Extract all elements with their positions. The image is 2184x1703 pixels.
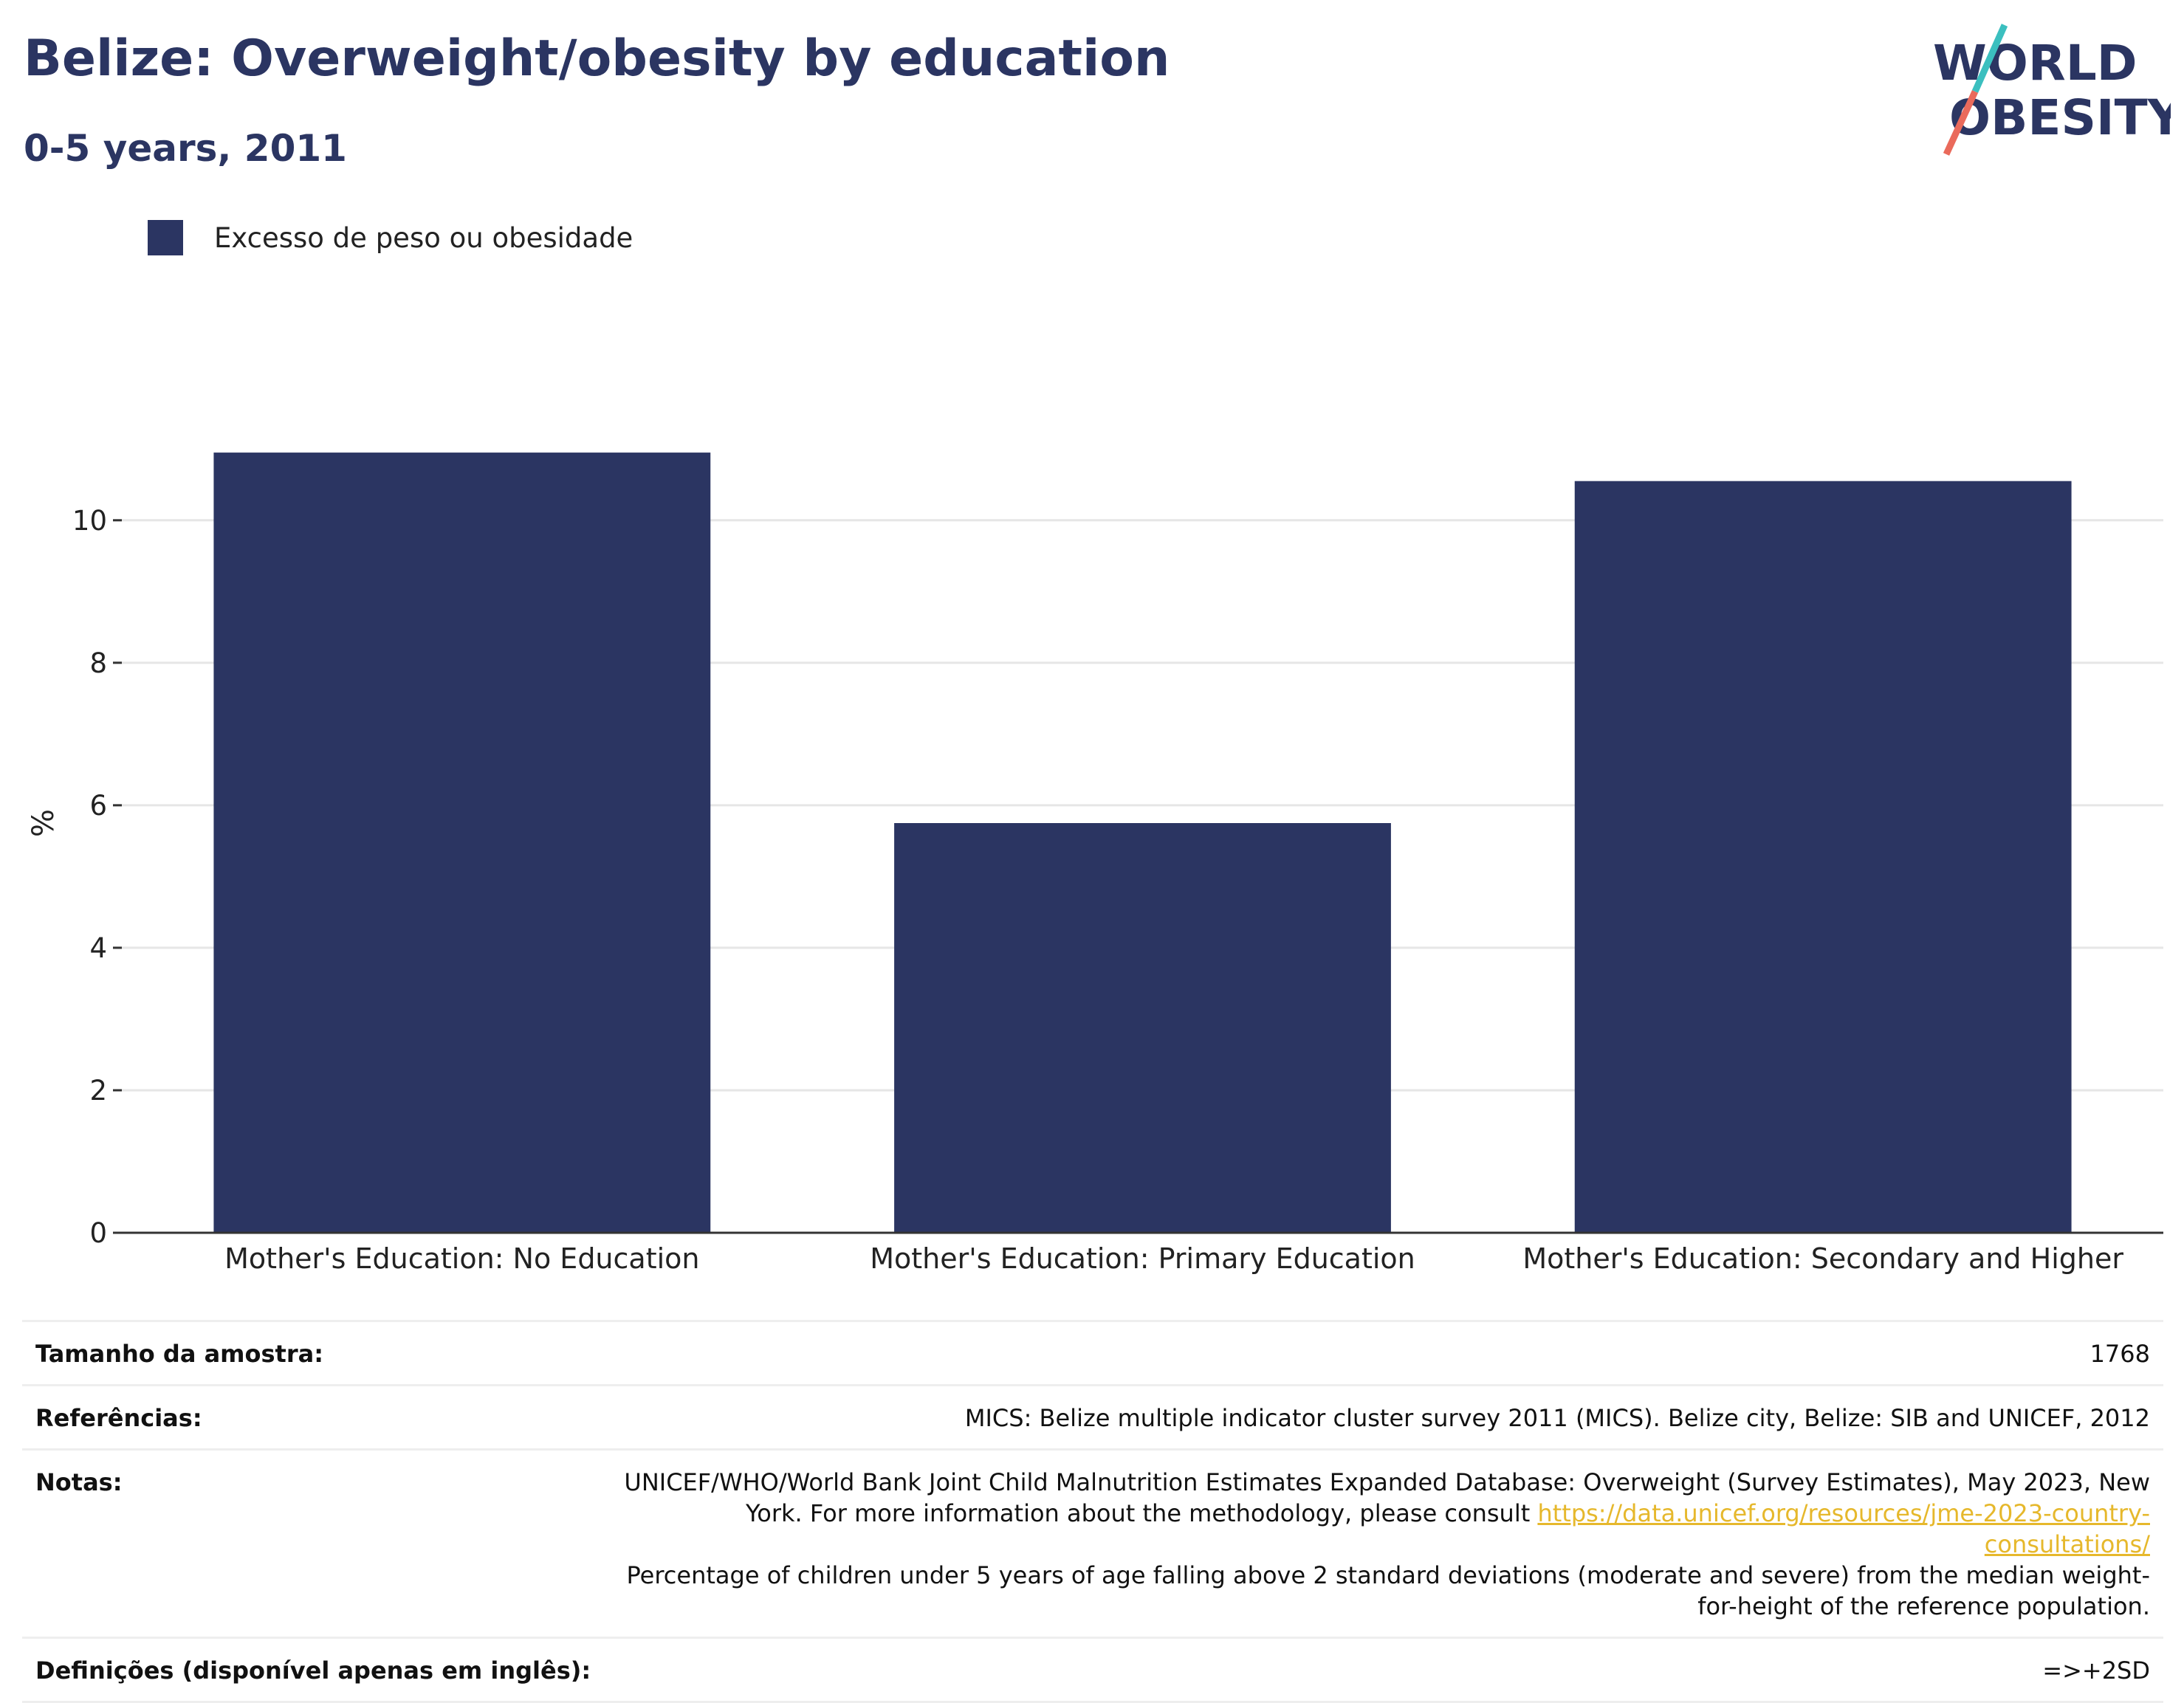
sample-size-value: 1768	[2089, 1340, 2150, 1368]
x-tick-label: Mother's Education: Secondary and Higher	[1522, 1242, 2123, 1275]
logo-line-2: OBESITY	[1949, 89, 2171, 146]
logo-slash-top	[1971, 24, 2008, 93]
notes-value: UNICEF/WHO/World Bank Joint Child Malnut…	[614, 1467, 2150, 1622]
definitions-row: Definições (disponível apenas em inglês)…	[22, 1637, 2163, 1703]
definitions-label: Definições (disponível apenas em inglês)…	[35, 1656, 591, 1685]
notes-row: Notas: UNICEF/WHO/World Bank Joint Child…	[22, 1448, 2163, 1637]
notes-text-1: UNICEF/WHO/World Bank Joint Child Malnut…	[624, 1468, 2150, 1527]
y-tick-label: 0	[89, 1217, 107, 1249]
y-axis-label: %	[27, 809, 61, 837]
notes-label: Notas:	[35, 1468, 123, 1496]
y-tick-label: 8	[89, 647, 107, 679]
chart-subtitle: 0-5 years, 2011	[24, 127, 347, 170]
y-tick-label: 10	[72, 505, 107, 537]
references-label: Referências:	[35, 1404, 202, 1432]
references-value: MICS: Belize multiple indicator cluster …	[964, 1404, 2150, 1432]
y-tick-label: 6	[89, 790, 107, 822]
y-tick-label: 4	[89, 932, 107, 964]
chart-legend: Excesso de peso ou obesidade	[148, 220, 633, 255]
bar	[894, 823, 1391, 1233]
legend-label: Excesso de peso ou obesidade	[214, 221, 633, 254]
world-obesity-logo: WORLD OBESITY	[1933, 24, 2171, 156]
logo-slash-bottom	[1943, 90, 1979, 156]
notes-text-2: Percentage of children under 5 years of …	[626, 1561, 2151, 1620]
chart-title: Belize: Overweight/obesity by education	[24, 30, 1170, 88]
sample-size-row: Tamanho da amostra: 1768	[22, 1320, 2163, 1384]
bar-chart: 0 2 4 6 8 10% Mother's Education: No Education…	[27, 453, 2163, 1275]
x-tick-label: Mother's Education: No Education	[224, 1242, 699, 1275]
bar	[1574, 481, 2072, 1233]
legend-swatch	[148, 220, 183, 255]
x-tick-label: Mother's Education: Primary Education	[870, 1242, 1415, 1275]
definitions-value: =>+2SD	[2042, 1656, 2150, 1685]
references-row: Referências: MICS: Belize multiple indic…	[22, 1384, 2163, 1448]
bar	[213, 453, 711, 1234]
y-tick-label: 2	[89, 1075, 107, 1107]
methodology-link[interactable]: https://data.unicef.org/resources/jme-20…	[1537, 1499, 2150, 1558]
info-table: Tamanho da amostra: 1768 Referências: MI…	[22, 1320, 2163, 1703]
sample-size-label: Tamanho da amostra:	[35, 1340, 323, 1368]
logo-line-1: WORLD	[1933, 35, 2137, 92]
